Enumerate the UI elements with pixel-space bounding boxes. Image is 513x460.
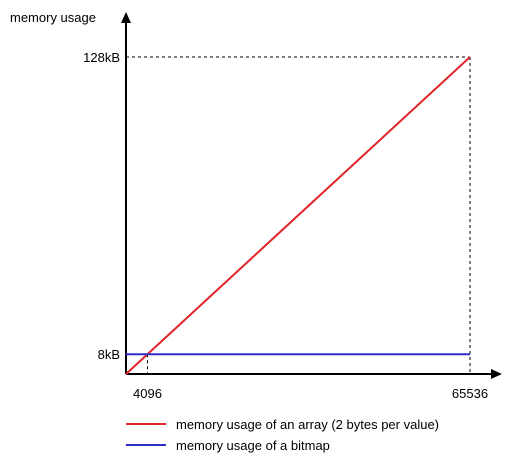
x-tick-label-0: 4096 [133, 386, 162, 401]
legend-label-0: memory usage of an array (2 bytes per va… [176, 417, 439, 432]
y-tick-label-1: 128kB [83, 50, 120, 65]
y-tick-label-0: 8kB [98, 347, 120, 362]
y-axis-label: memory usage [10, 10, 96, 25]
series-line-0 [125, 56, 471, 375]
tick-labels: 4096 65536 8kB 128kB [83, 50, 488, 401]
x-tick-label-1: 65536 [452, 386, 488, 401]
y-axis-arrow-icon [121, 12, 131, 23]
guide-lines [126, 56, 471, 374]
x-axis-arrow-icon [491, 369, 502, 379]
series-lines [125, 56, 471, 375]
legend-label-1: memory usage of a bitmap [176, 438, 330, 453]
legend: memory usage of an array (2 bytes per va… [126, 417, 439, 453]
